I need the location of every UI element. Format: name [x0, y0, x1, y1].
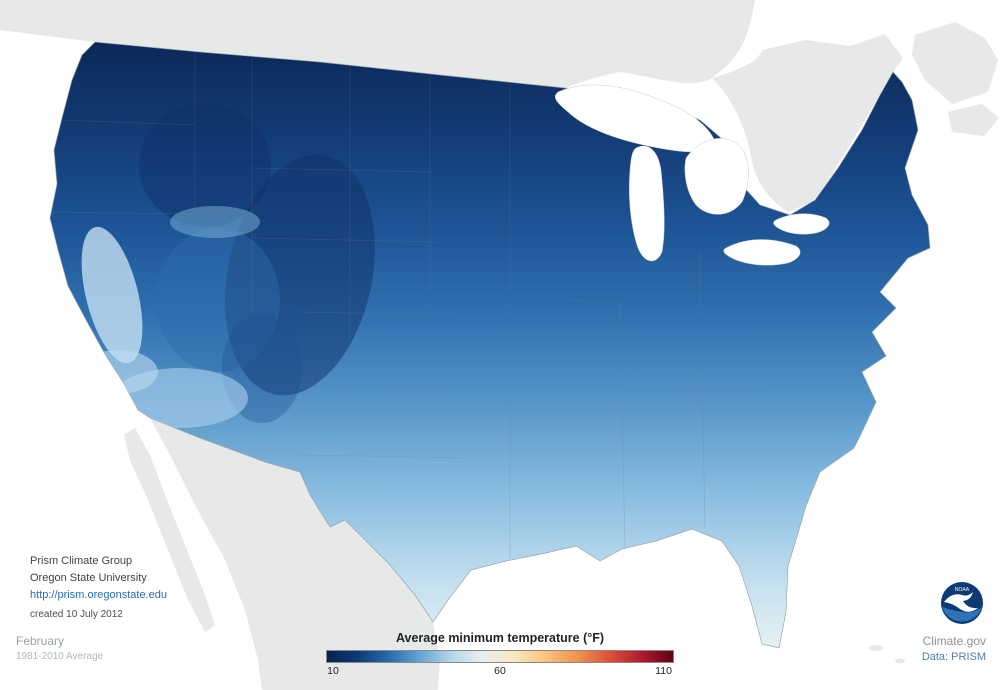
bahamas-island [869, 645, 883, 651]
credits-university: Oregon State University [30, 572, 147, 584]
mexico-landmass [150, 418, 440, 690]
state-borders [50, 45, 781, 558]
credits-created: created 10 July 2012 [30, 609, 123, 620]
noaa-logo: NOAA [941, 582, 983, 624]
bahamas-island [895, 658, 905, 664]
legend-ticks: 10 60 110 [326, 665, 674, 677]
noaa-logo-ocean [942, 607, 982, 622]
legend-tick-max: 110 [655, 665, 672, 677]
great-lakes [555, 84, 830, 266]
attribution-data-source: Data: PRISM [921, 651, 986, 663]
credits-url-link[interactable]: http://prism.oregonstate.edu [30, 589, 167, 601]
lake-ontario [773, 213, 830, 235]
credits-org: Prism Climate Group [30, 555, 133, 567]
credits-block: Prism Climate Group Oregon State Univers… [30, 553, 167, 623]
lake-erie [723, 239, 801, 266]
period-month: February [16, 634, 65, 648]
legend-colorbar [326, 650, 674, 663]
canada-west-landmass [0, 0, 755, 88]
canada-ontario-landmass [712, 34, 903, 212]
canada-maritimes-landmass [912, 22, 998, 104]
period-block: February 1981-2010 Average [16, 634, 103, 662]
legend-tick-min: 10 [327, 665, 339, 677]
attribution-site: Climate.gov [922, 634, 986, 648]
lake-huron [684, 138, 749, 215]
period-range: 1981-2010 Average [16, 651, 104, 662]
legend-tick-mid: 60 [494, 665, 506, 677]
attribution-block: Climate.gov Data: PRISM [922, 634, 986, 663]
legend: Average minimum temperature (°F) 10 60 1… [310, 631, 690, 677]
legend-title: Average minimum temperature (°F) [395, 631, 605, 645]
lake-michigan [629, 145, 665, 262]
noaa-logo-text: NOAA [955, 587, 970, 593]
terrain-accents [78, 103, 375, 428]
baja-landmass [124, 428, 215, 632]
noaa-seagull-icon [944, 592, 978, 612]
nova-scotia-landmass [948, 104, 999, 136]
